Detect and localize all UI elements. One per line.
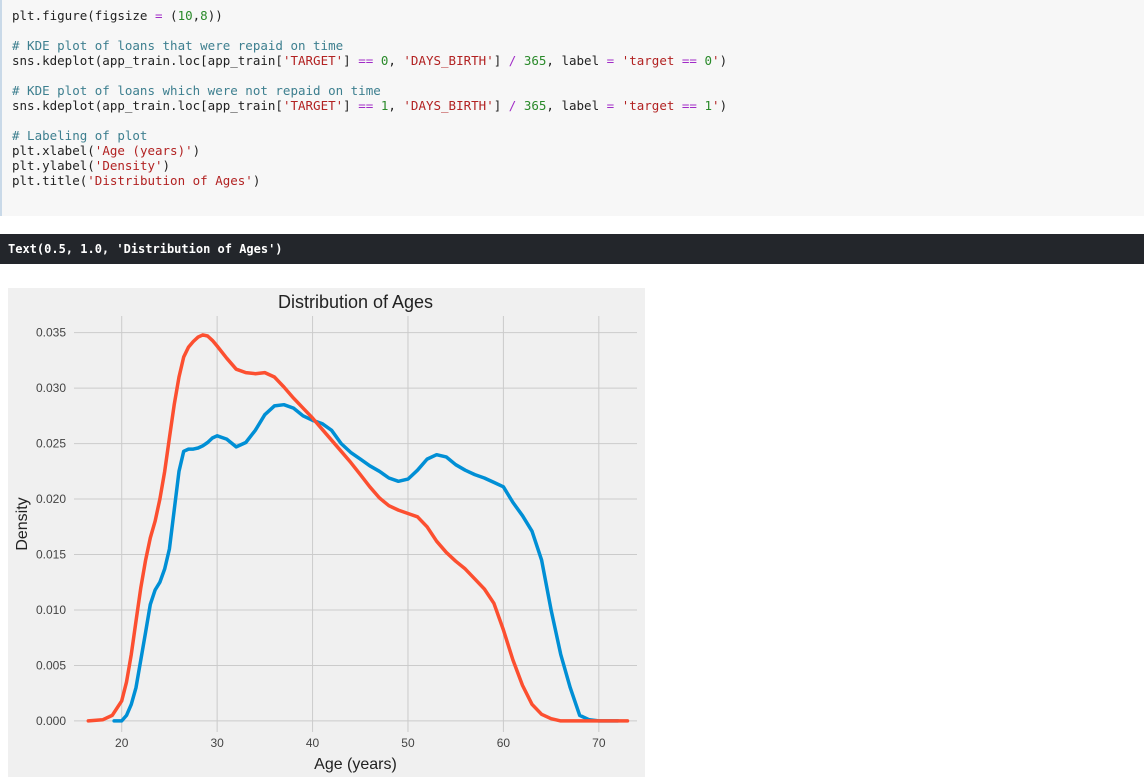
x-tick-label: 60 bbox=[497, 736, 511, 750]
y-tick-label: 0.025 bbox=[36, 437, 66, 451]
code-line[interactable]: plt.figure(figsize = (10,8)) bbox=[12, 8, 223, 23]
code-line[interactable] bbox=[12, 68, 1144, 83]
chart-title: Distribution of Ages bbox=[278, 292, 433, 312]
code-line[interactable]: plt.title('Distribution of Ages') bbox=[12, 173, 261, 188]
x-tick-label: 30 bbox=[210, 736, 224, 750]
chart-background bbox=[8, 288, 645, 777]
code-line[interactable]: sns.kdeplot(app_train.loc[app_train['TAR… bbox=[12, 98, 728, 113]
x-axis-label: Age (years) bbox=[314, 756, 397, 773]
y-tick-label: 0.015 bbox=[36, 548, 66, 562]
y-tick-label: 0.030 bbox=[36, 381, 66, 395]
code-line[interactable]: # KDE plot of loans which were not repai… bbox=[12, 83, 381, 98]
code-line[interactable] bbox=[12, 113, 1144, 128]
x-tick-label: 70 bbox=[592, 736, 606, 750]
y-tick-label: 0.020 bbox=[36, 492, 66, 506]
y-tick-label: 0.005 bbox=[36, 658, 66, 672]
code-line[interactable]: plt.xlabel('Age (years)') bbox=[12, 143, 201, 158]
kde-series-line-1 bbox=[86, 333, 630, 723]
y-axis-label: Density bbox=[14, 497, 31, 550]
y-tick-label: 0.000 bbox=[36, 714, 66, 728]
output-text: Text(0.5, 1.0, 'Distribution of Ages') bbox=[0, 234, 1144, 264]
code-line[interactable]: # KDE plot of loans that were repaid on … bbox=[12, 38, 344, 53]
y-tick-label: 0.010 bbox=[36, 603, 66, 617]
code-editor[interactable]: plt.figure(figsize = (10,8)) # KDE plot … bbox=[12, 8, 1144, 188]
code-line[interactable] bbox=[12, 23, 1144, 38]
code-cell[interactable]: plt.figure(figsize = (10,8)) # KDE plot … bbox=[0, 0, 1144, 216]
x-tick-label: 20 bbox=[115, 736, 129, 750]
code-line[interactable]: plt.ylabel('Density') bbox=[12, 158, 171, 173]
chart-figure: 0.000 0.005 0.010 0.015 0.020 0.025 0.030 0.035… bbox=[8, 288, 645, 777]
code-line[interactable]: # Labeling of plot bbox=[12, 128, 148, 143]
x-tick-label: 50 bbox=[401, 736, 415, 750]
kde-chart: 0.000 0.005 0.010 0.015 0.020 0.025 0.030 0.035… bbox=[8, 288, 645, 777]
x-tick-label: 40 bbox=[306, 736, 320, 750]
y-tick-label: 0.035 bbox=[36, 326, 66, 340]
code-line[interactable]: sns.kdeplot(app_train.loc[app_train['TAR… bbox=[12, 53, 728, 68]
